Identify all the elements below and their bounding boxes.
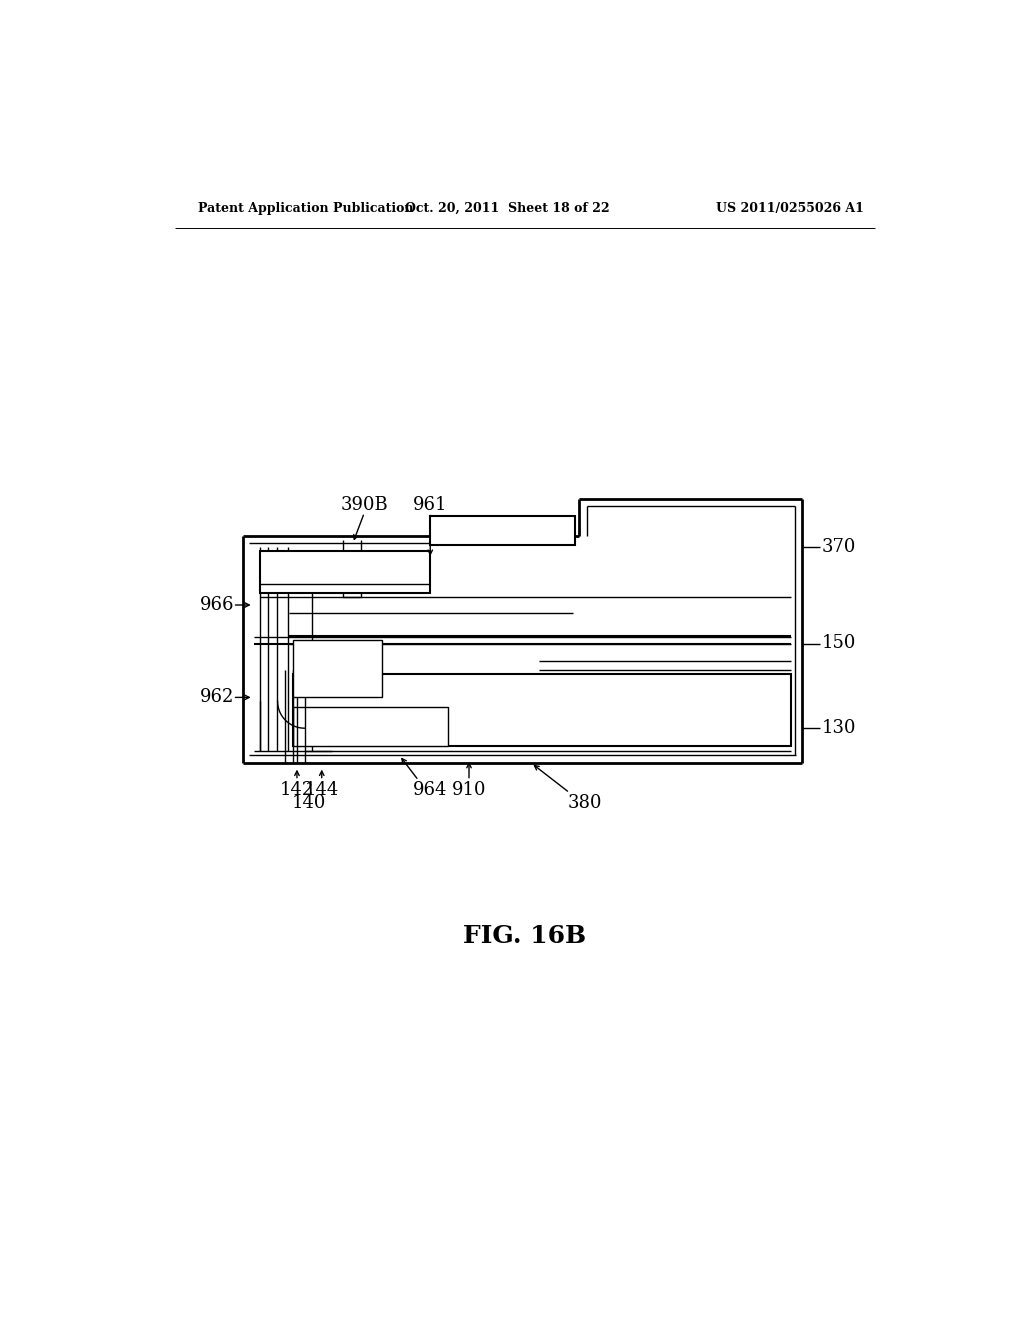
Text: 966: 966 xyxy=(200,597,234,614)
Text: 962: 962 xyxy=(200,689,234,706)
Text: FIG. 16B: FIG. 16B xyxy=(463,924,587,948)
Text: 390B: 390B xyxy=(341,496,388,513)
Text: 910: 910 xyxy=(452,781,486,799)
Text: 142: 142 xyxy=(280,781,314,799)
Text: 380: 380 xyxy=(568,793,602,812)
Text: 150: 150 xyxy=(821,635,856,652)
Text: 370: 370 xyxy=(821,539,856,556)
Text: 130: 130 xyxy=(821,719,856,737)
Bar xyxy=(293,640,382,697)
Bar xyxy=(293,675,791,746)
Text: Patent Application Publication: Patent Application Publication xyxy=(198,202,414,215)
Bar xyxy=(430,516,575,545)
Text: 961: 961 xyxy=(413,496,447,513)
Text: Oct. 20, 2011  Sheet 18 of 22: Oct. 20, 2011 Sheet 18 of 22 xyxy=(406,202,610,215)
Text: 964: 964 xyxy=(413,781,447,799)
Text: US 2011/0255026 A1: US 2011/0255026 A1 xyxy=(717,202,864,215)
Bar xyxy=(260,552,430,594)
Text: 144: 144 xyxy=(304,781,339,799)
Text: 140: 140 xyxy=(292,793,327,812)
Bar xyxy=(293,708,449,746)
